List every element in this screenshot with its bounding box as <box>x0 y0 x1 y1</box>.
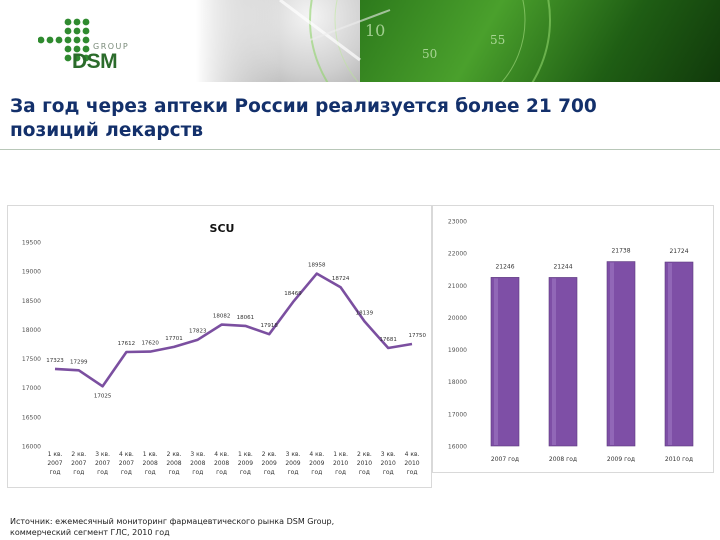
x-tick-label: 4 кв. 2007 год <box>119 451 134 476</box>
y-tick-label: 21000 <box>448 283 467 290</box>
header-fade <box>0 0 280 82</box>
data-label: 17323 <box>46 358 64 364</box>
x-tick-label: 3 кв. 2010 год <box>381 451 396 476</box>
line-series <box>54 272 413 388</box>
source-line-1: Источник: ежемесячный мониторинг фармаце… <box>10 517 335 526</box>
data-label: 17612 <box>118 341 136 347</box>
data-label: 17681 <box>379 337 397 343</box>
x-tick-label: 2 кв. 2010 год <box>357 451 372 476</box>
data-label: 17025 <box>94 393 112 399</box>
page-title-line-1: За год через аптеки России реализуется б… <box>10 96 597 117</box>
y-tick-label: 18500 <box>22 298 41 305</box>
clock-face-decor: 10 50 55 <box>279 0 551 82</box>
y-tick-label: 18000 <box>22 327 41 334</box>
y-tick-label: 17000 <box>22 385 41 392</box>
svg-text:50: 50 <box>422 47 437 61</box>
line-chart-frame <box>7 205 432 488</box>
data-label: 18139 <box>356 310 374 316</box>
y-tick-label: 22000 <box>448 251 467 258</box>
source-note: Источник: ежемесячный мониторинг фармаце… <box>10 516 610 538</box>
data-label: 18724 <box>332 276 350 282</box>
x-tick-label: 1 кв. 2010 год <box>333 451 348 476</box>
y-tick-label: 19500 <box>22 240 41 247</box>
x-tick-label: 2009 год <box>607 456 635 463</box>
y-tick-label: 19000 <box>22 269 41 276</box>
yearly-bar-chart: 16000 17000 18000 19000 20000 21000 22000 23000… <box>432 205 714 473</box>
logo-brand-text: DSM <box>72 50 118 73</box>
x-tick-label: 3 кв. 2009 год <box>285 451 300 476</box>
data-label: 18469 <box>284 291 302 297</box>
scu-line-chart: SCU 16000 16500 17000 17500 18000 18500 19000 1… <box>7 205 432 488</box>
data-label: 21738 <box>611 248 630 255</box>
x-tick-label: 1 кв. 2007 год <box>47 451 62 476</box>
x-tick-label: 4 кв. 2008 год <box>214 451 229 476</box>
x-tick-label: 4 кв. 2009 год <box>309 451 324 476</box>
logo-group-text: GROUP <box>93 42 130 51</box>
svg-text:10: 10 <box>365 21 385 40</box>
data-label: 21724 <box>669 248 688 255</box>
data-label: 17823 <box>189 329 207 335</box>
y-tick-label: 16500 <box>22 414 41 421</box>
x-tick-label: 2 кв. 2007 год <box>71 451 86 476</box>
bar-highlight <box>552 278 556 445</box>
bar-highlight <box>494 278 498 445</box>
y-tick-label: 20000 <box>448 315 467 322</box>
x-tick-label: 1 кв. 2008 год <box>143 451 158 476</box>
data-label: 21244 <box>553 263 572 270</box>
y-tick-label: 17000 <box>448 411 467 418</box>
y-tick-label: 18000 <box>448 379 467 386</box>
x-tick-label: 2 кв. 2009 год <box>262 451 277 476</box>
y-tick-label: 23000 <box>448 219 467 226</box>
y-tick-label: 17500 <box>22 356 41 363</box>
data-label: 17620 <box>141 341 159 347</box>
data-label: 21246 <box>495 263 514 270</box>
data-label: 17701 <box>165 336 183 342</box>
x-tick-label: 2007 год <box>491 456 519 463</box>
y-tick-label: 19000 <box>448 347 467 354</box>
x-tick-label: 2010 год <box>665 456 693 463</box>
line-chart-title: SCU <box>210 222 235 235</box>
x-tick-label: 1 кв. 2009 год <box>238 451 253 476</box>
title-divider <box>0 149 720 150</box>
data-label: 17299 <box>70 359 88 365</box>
page-title-line-2: позиций лекарств <box>10 120 204 141</box>
data-label: 18061 <box>237 315 255 321</box>
source-line-2: коммерческий сегмент ГЛС, 2010 год <box>10 528 170 537</box>
y-tick-label: 16000 <box>22 444 41 451</box>
x-tick-label: 4 кв. 2010 год <box>404 451 419 476</box>
x-tick-label: 3 кв. 2007 год <box>95 451 110 476</box>
page-title: За год через аптеки России реализуется б… <box>10 95 710 143</box>
x-tick-label: 3 кв. 2008 год <box>190 451 205 476</box>
svg-text:55: 55 <box>490 33 505 47</box>
header-banner: 10 50 55 <box>0 0 720 82</box>
data-label: 17918 <box>260 323 278 329</box>
logo-mark-icon <box>38 18 90 62</box>
data-label: 18082 <box>213 314 231 320</box>
x-tick-label: 2008 год <box>549 456 577 463</box>
x-tick-label: 2 кв. 2008 год <box>166 451 181 476</box>
data-label: 18958 <box>308 263 326 269</box>
data-label: 17750 <box>409 333 427 339</box>
bar-highlight <box>610 262 614 445</box>
y-tick-label: 16000 <box>448 444 467 451</box>
bar-highlight <box>668 263 672 445</box>
